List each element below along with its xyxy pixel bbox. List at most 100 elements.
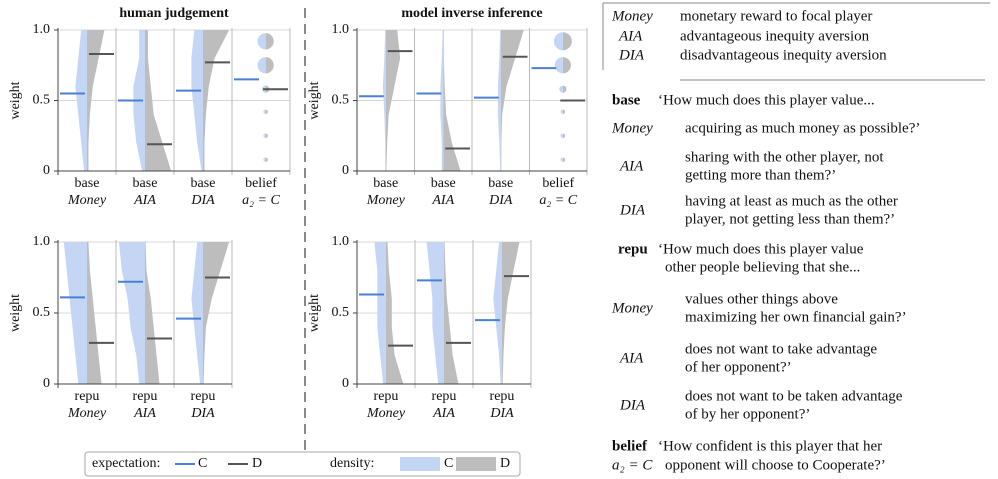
- x-tick-label: Money: [366, 406, 406, 421]
- belief-dot: [257, 57, 266, 74]
- question: player, not getting less than them?’: [685, 211, 895, 227]
- density: [374, 242, 386, 384]
- belief-dot: [263, 109, 266, 115]
- x-tick-label: DIA: [489, 406, 514, 421]
- belief-dot: [265, 133, 268, 138]
- x-tick-label: DIA: [488, 193, 513, 208]
- density: [87, 30, 105, 171]
- legend-swatch: [400, 457, 440, 471]
- y-axis-label: weight: [307, 294, 322, 332]
- question: of her opponent?’: [685, 359, 792, 375]
- x-tick-label: Money: [67, 193, 107, 208]
- density: [440, 30, 444, 171]
- legend-title: density:: [330, 456, 374, 471]
- y-tick-label: 0.5: [332, 305, 350, 320]
- belief-dot: [560, 157, 563, 162]
- definition: advantageous inequity aversion: [680, 28, 870, 44]
- y-tick-label: 1.0: [332, 22, 350, 37]
- x-tick-label: AIA: [133, 193, 156, 208]
- density: [497, 30, 501, 171]
- belief-dot: [265, 157, 268, 162]
- x-tick-label: repu: [374, 389, 399, 404]
- belief-dot: [263, 157, 266, 162]
- quote: opponent will choose to Cooperate?’: [665, 457, 886, 473]
- legend-label: D: [252, 456, 262, 471]
- legend-label: C: [444, 456, 453, 471]
- belief-dot: [560, 109, 563, 115]
- density: [203, 30, 230, 171]
- legend-label: D: [500, 456, 510, 471]
- y-tick-label: 1.0: [332, 234, 350, 249]
- legend-swatch: [456, 457, 496, 471]
- chart-title: human judgement: [119, 6, 229, 21]
- quote: ‘How much does this player value: [658, 241, 864, 257]
- question: does not want to take advantage: [685, 341, 877, 357]
- density: [444, 242, 459, 384]
- y-axis-label: weight: [8, 81, 23, 119]
- x-tick-label: base: [488, 176, 513, 191]
- y-tick-label: 0: [342, 163, 349, 178]
- belief-dot: [265, 57, 274, 74]
- legend-label: C: [198, 456, 207, 471]
- belief-dot: [562, 85, 567, 93]
- y-axis-label: weight: [8, 294, 23, 332]
- density: [75, 30, 87, 171]
- belief-dot: [560, 133, 563, 138]
- density: [118, 242, 145, 384]
- question: does not want to be taken advantage: [685, 388, 903, 404]
- y-tick-label: 1.0: [33, 22, 51, 37]
- x-tick-label: repu: [432, 389, 457, 404]
- question: of by her opponent?’: [685, 406, 810, 422]
- question: maximizing her own financial gain?’: [685, 309, 907, 325]
- belief-dot: [562, 109, 566, 115]
- term: DIA: [618, 47, 645, 63]
- term: Money: [611, 120, 653, 136]
- x-tick-label: AIA: [133, 406, 156, 421]
- term: a₂ = C: [612, 457, 653, 473]
- term: DIA: [619, 202, 646, 218]
- x-tick-label: base: [133, 176, 158, 191]
- belief-dot: [257, 33, 266, 50]
- quote: other people believing that she...: [665, 259, 860, 275]
- y-tick-label: 0.5: [33, 93, 51, 108]
- x-tick-label: belief: [245, 176, 277, 191]
- section-key: base: [612, 92, 641, 108]
- density: [500, 30, 524, 171]
- x-tick-label: a₂ = C: [539, 193, 577, 208]
- quote: ‘How much does this player value...: [658, 92, 875, 108]
- definition: disadvantageous inequity aversion: [680, 47, 887, 63]
- question: sharing with the other player, not: [685, 149, 884, 165]
- section-key: belief: [612, 438, 648, 454]
- belief-dot: [562, 57, 571, 74]
- x-tick-label: repu: [133, 389, 158, 404]
- belief-dot: [553, 32, 563, 51]
- belief-dot: [554, 57, 563, 74]
- belief-dot: [263, 133, 266, 138]
- belief-dot: [562, 32, 572, 51]
- y-tick-label: 0.5: [332, 93, 350, 108]
- x-tick-label: DIA: [190, 193, 215, 208]
- density: [493, 242, 502, 384]
- density: [385, 30, 401, 171]
- x-tick-label: AIA: [431, 193, 454, 208]
- y-tick-label: 0: [43, 163, 50, 178]
- legend-title: expectation:: [92, 456, 160, 471]
- belief-dot: [562, 157, 566, 162]
- density: [386, 242, 404, 384]
- question: having at least as much as the other: [685, 193, 898, 209]
- belief-dot: [265, 109, 268, 115]
- term: AIA: [619, 350, 644, 366]
- x-tick-label: repu: [490, 389, 515, 404]
- y-tick-label: 0.5: [33, 305, 51, 320]
- density: [145, 242, 160, 384]
- x-tick-label: base: [191, 176, 216, 191]
- x-tick-label: DIA: [190, 406, 215, 421]
- density: [426, 242, 444, 384]
- quote: ‘How confident is this player that her: [658, 438, 882, 454]
- y-tick-label: 0: [342, 376, 349, 391]
- x-tick-label: repu: [75, 389, 100, 404]
- x-tick-label: a₂ = C: [242, 193, 280, 208]
- question: values other things above: [685, 291, 838, 307]
- density: [191, 242, 203, 384]
- belief-dot: [562, 133, 566, 138]
